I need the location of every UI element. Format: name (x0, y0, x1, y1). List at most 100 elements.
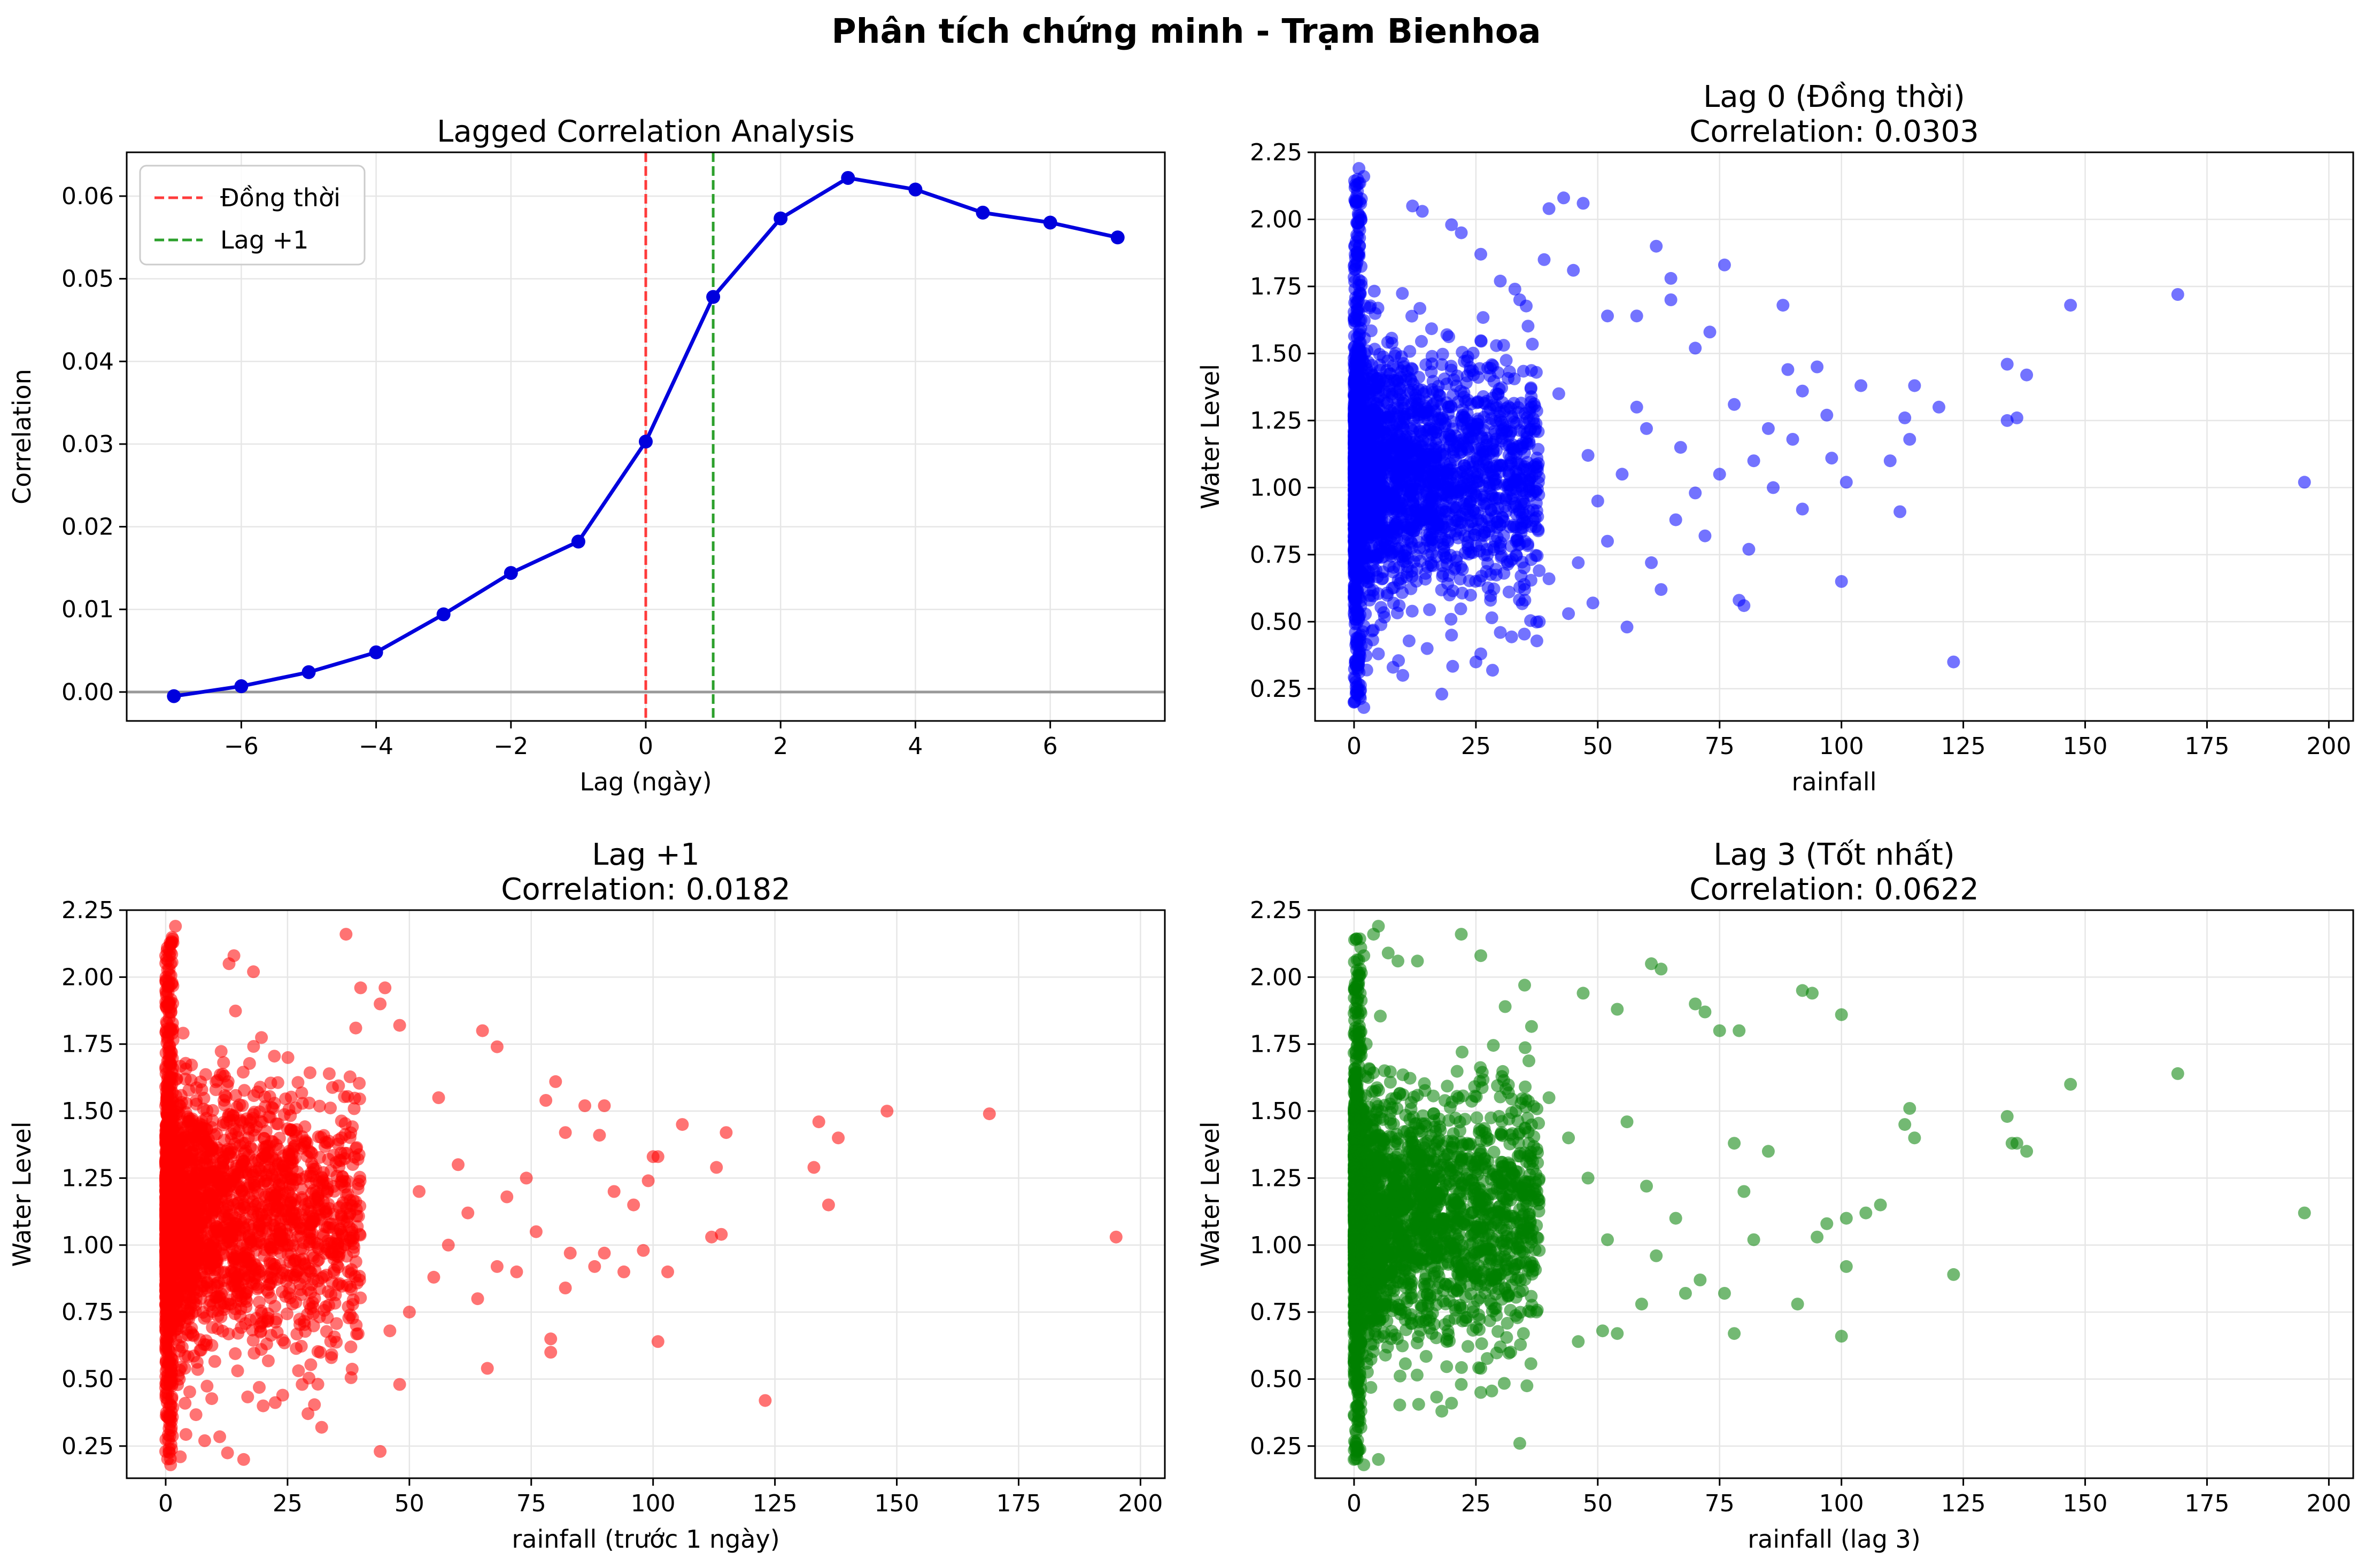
scatter-point (1352, 369, 1366, 382)
scatter-point (1655, 583, 1668, 596)
y-tick-label: 0.04 (61, 348, 114, 375)
y-tick-label: 0.00 (61, 679, 114, 706)
scatter-point (2298, 476, 2311, 489)
scatter-point (1483, 479, 1496, 492)
scatter-point (1349, 235, 1363, 249)
scatter-point (1352, 547, 1365, 560)
scatter-point (236, 1066, 250, 1079)
scatter-point (281, 1051, 295, 1064)
scatter-point (1499, 493, 1513, 507)
scatter-point (353, 1077, 366, 1090)
correlation-point (234, 679, 249, 694)
scatter-point (1426, 490, 1440, 503)
scatter-point (1405, 604, 1419, 618)
scatter-point (1490, 521, 1504, 534)
scatter-point (1456, 464, 1470, 478)
scatter-point (1405, 443, 1418, 456)
scatter-point (295, 1340, 308, 1353)
scatter-point (1947, 655, 1960, 669)
scatter-point (330, 1317, 343, 1330)
scatter-point (1523, 406, 1536, 419)
scatter-point (1355, 639, 1368, 652)
scatter-point (179, 1428, 192, 1441)
scatter-point (1349, 491, 1362, 504)
scatter-point (1365, 493, 1378, 506)
x-tick-label: −4 (359, 733, 393, 760)
scatter-point (1445, 628, 1458, 642)
scatter-point (1393, 599, 1406, 612)
scatter-point (254, 1343, 268, 1356)
x-tick-label: 50 (1583, 733, 1613, 760)
scatter-point (1737, 599, 1751, 612)
scatter-point (2064, 299, 2077, 312)
scatter-point (183, 1385, 196, 1399)
plot-area (1347, 162, 2311, 714)
scatter-point (1423, 603, 1436, 616)
scatter-point (1369, 307, 1382, 320)
scatter-point (266, 1102, 280, 1115)
scatter-point (1357, 170, 1371, 183)
correlation-point (1110, 230, 1125, 245)
scatter-point (1353, 392, 1366, 406)
scatter-point (1382, 503, 1396, 517)
scatter-point (1620, 620, 1634, 634)
scatter-point (1402, 634, 1416, 648)
y-tick-label: 1.25 (1250, 407, 1302, 434)
scatter-point (241, 1390, 254, 1403)
scatter-point (1357, 701, 1371, 714)
scatter-point (221, 1078, 234, 1092)
scatter-point (1451, 491, 1464, 504)
scatter-point (1420, 642, 1434, 655)
correlation-point (369, 645, 383, 659)
correlation-point (639, 434, 653, 449)
y-axis-label: Water Level (1196, 364, 1225, 509)
scatter-point (342, 1300, 355, 1314)
scatter-point (250, 1312, 263, 1325)
x-tick-label: 25 (1461, 733, 1491, 760)
x-tick-label: 4 (908, 733, 923, 760)
scatter-point (1450, 554, 1463, 568)
scatter-point (1616, 468, 1629, 481)
scatter-point (1486, 664, 1499, 677)
scatter-point (1461, 350, 1474, 363)
x-tick-label: −6 (224, 733, 259, 760)
scatter-point (1417, 463, 1430, 476)
scatter-point (1455, 443, 1468, 456)
scatter-point (1576, 197, 1590, 210)
scatter-point (1531, 549, 1544, 562)
scatter-point (1645, 556, 1658, 569)
correlation-point (436, 607, 451, 622)
scatter-point (1718, 258, 1731, 271)
scatter-point (1442, 429, 1456, 442)
scatter-point (1501, 558, 1514, 571)
scatter-point (1883, 454, 1897, 468)
scatter-point (1449, 503, 1463, 516)
x-tick-label: 200 (2306, 733, 2351, 760)
scatter-point (1349, 350, 1362, 363)
scatter-point (335, 1114, 348, 1128)
scatter-point (1423, 527, 1436, 541)
scatter-point (1375, 448, 1389, 461)
scatter-point (1420, 395, 1433, 408)
scatter-point (1728, 398, 1741, 411)
scatter-point (1382, 436, 1395, 449)
scatter-point (1507, 446, 1520, 460)
scatter-point (1349, 421, 1362, 434)
y-tick-label: 0.03 (61, 431, 114, 458)
scatter-point (338, 1090, 351, 1104)
scatter-point (1481, 361, 1494, 375)
scatter-point (1601, 534, 1614, 548)
scatter-point (1532, 524, 1545, 538)
scatter-point (1440, 377, 1454, 391)
scatter-point (1442, 400, 1456, 414)
axes-frame (1314, 151, 2354, 722)
scatter-point (1436, 347, 1449, 361)
scatter-point (1425, 365, 1438, 378)
correlation-point (167, 689, 181, 703)
scatter-point (338, 1175, 351, 1188)
scatter-point (1489, 535, 1502, 548)
scatter-point (1417, 541, 1431, 555)
scatter-point (1761, 422, 1775, 435)
